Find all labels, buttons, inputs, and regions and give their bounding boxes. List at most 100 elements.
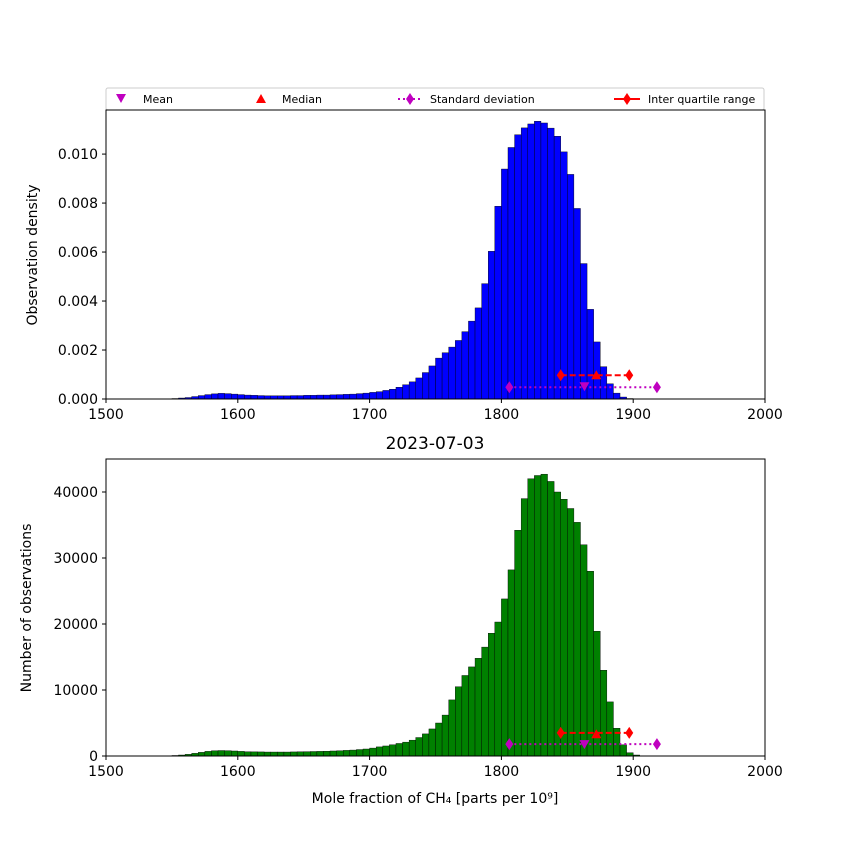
histogram-bar: [329, 394, 337, 400]
histogram-bar: [257, 395, 265, 400]
histogram-bar: [231, 393, 239, 400]
histogram-bar: [198, 752, 206, 757]
count-bars: [171, 473, 647, 757]
histogram-bar: [303, 751, 311, 757]
histogram-bar: [514, 530, 522, 757]
mean-marker: [579, 740, 590, 750]
histogram-bar: [296, 751, 304, 757]
histogram-bar: [198, 395, 206, 400]
histogram-bar: [224, 750, 232, 757]
y-tick-label: 10000: [53, 683, 98, 699]
histogram-bar: [408, 381, 416, 400]
histogram-bar: [461, 331, 469, 400]
histogram-bar: [323, 751, 331, 757]
histogram-bar: [461, 675, 469, 757]
histogram-bar: [415, 737, 423, 757]
y-tick-label: 0.004: [58, 294, 98, 310]
histogram-bar: [441, 352, 449, 400]
histogram-bar: [336, 394, 344, 400]
histogram-bar: [468, 666, 476, 757]
y-tick-label: 30000: [53, 551, 98, 567]
count-markers: [505, 726, 661, 751]
histogram-bar: [356, 393, 364, 400]
histogram-bar: [606, 383, 614, 400]
histogram-bar: [481, 646, 489, 757]
histogram-bar: [540, 122, 548, 400]
histogram-bar: [244, 751, 252, 757]
histogram-bar: [507, 147, 515, 400]
histogram-bar: [316, 751, 324, 757]
histogram-bar: [474, 658, 482, 757]
histogram-bar: [349, 393, 357, 400]
histogram-bar: [494, 206, 502, 400]
histogram-bar: [329, 750, 337, 757]
iqr-diamond-marker: [625, 369, 634, 382]
histogram-bar: [507, 569, 515, 757]
x-tick-label: 1800: [484, 764, 520, 780]
y-tick-label: 0: [89, 749, 98, 765]
count-axes-frame: [105, 458, 766, 757]
histogram-bar: [534, 475, 542, 757]
x-tick-label: 1800: [484, 407, 520, 423]
histogram-bar: [520, 498, 528, 757]
histogram-bar: [586, 571, 594, 757]
histogram-bar: [375, 391, 383, 400]
legend: Mean Median Standard deviation Inter qua…: [105, 87, 765, 111]
histogram-bar: [567, 174, 575, 400]
legend-mean-label: Mean: [143, 93, 173, 106]
histogram-bar: [290, 395, 298, 400]
count-panel-title: 2023-07-03: [386, 434, 485, 454]
histogram-bar: [231, 750, 239, 757]
histogram-bar: [455, 340, 463, 400]
histogram-bar: [481, 283, 489, 400]
histogram-bar: [211, 393, 219, 400]
histogram-bar: [619, 744, 627, 757]
histogram-bar: [277, 751, 285, 757]
histogram-bar: [389, 744, 397, 757]
histogram-bar: [217, 750, 225, 757]
histogram-bar: [204, 751, 212, 757]
y-tick-label: 40000: [53, 485, 98, 501]
legend-std-label: Standard deviation: [430, 93, 535, 106]
histogram-bar: [362, 748, 370, 757]
histogram-bar: [349, 749, 357, 757]
histogram-bar: [389, 389, 397, 400]
histogram-bar: [316, 394, 324, 400]
histogram-bar: [263, 751, 271, 757]
histogram-bar: [415, 377, 423, 400]
count-x-ticks: 1500 1600 1700 1800 1900 2000: [88, 756, 783, 780]
density-y-ticks: 0.000 0.002 0.004 0.006 0.008 0.010: [58, 147, 106, 408]
x-tick-label: 1900: [615, 407, 651, 423]
histogram-bar: [494, 621, 502, 757]
histogram-bar: [356, 749, 364, 757]
count-y-axis-label: Number of observations: [19, 524, 35, 693]
density-y-axis-label: Observation density: [25, 184, 41, 325]
histogram-bar: [560, 151, 568, 400]
histogram-bar: [547, 127, 555, 400]
y-tick-label: 0.000: [58, 392, 98, 408]
x-tick-label: 2000: [747, 407, 783, 423]
histogram-bar: [224, 393, 232, 400]
histogram-bar: [250, 395, 258, 400]
histogram-bar: [501, 168, 509, 400]
histogram-bar: [303, 395, 311, 400]
histogram-bar: [573, 208, 581, 400]
std-diamond-marker: [652, 381, 661, 394]
histogram-bar: [553, 136, 561, 400]
histogram-bar: [540, 473, 548, 757]
histogram-bar: [395, 743, 403, 757]
iqr-diamond-icon: [623, 93, 631, 105]
histogram-bar: [296, 395, 304, 400]
histogram-bar: [422, 372, 430, 400]
mean-marker-icon: [116, 94, 126, 103]
histogram-bar: [310, 395, 318, 400]
histogram-bar: [455, 686, 463, 757]
y-tick-label: 0.008: [58, 196, 98, 212]
histogram-bar: [422, 733, 430, 757]
x-tick-label: 1600: [220, 764, 256, 780]
iqr-diamond-marker: [625, 726, 634, 739]
histogram-bar: [237, 394, 245, 400]
x-tick-label: 1900: [615, 764, 651, 780]
std-diamond-icon: [406, 93, 414, 105]
iqr-diamond-marker: [556, 369, 565, 382]
